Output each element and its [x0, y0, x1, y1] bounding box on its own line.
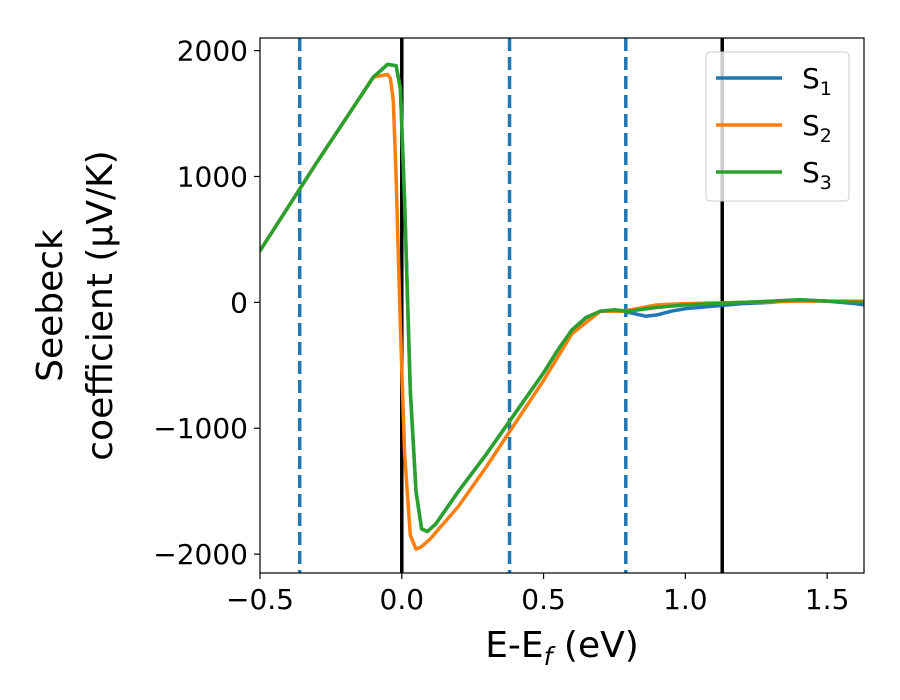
x-tick-label: 1.5 — [805, 583, 850, 616]
x-axis-label-rest: (eV) — [552, 625, 638, 666]
legend-label-s1: S1 — [802, 62, 832, 100]
y-axis-label-line2: coefficient (μV/K) — [80, 150, 121, 460]
x-axis-label-main: E-E — [485, 625, 543, 666]
x-tick-label: 1.0 — [663, 583, 708, 616]
y-tick-label: 1000 — [177, 160, 248, 193]
series-line-s2 — [260, 72, 864, 551]
y-axis-label: Seebeck coefficient (μV/K) — [30, 150, 121, 460]
legend-label-s2: S2 — [802, 109, 832, 147]
plot-frame — [259, 37, 865, 574]
x-axis-label: E-Ef (eV) — [485, 625, 639, 671]
x-axis-ticks: −0.5 0.0 0.5 1.0 1.5 — [226, 573, 849, 616]
x-tick-label: 0.0 — [380, 583, 425, 616]
y-axis-ticks: −2000 −1000 0 1000 2000 — [153, 35, 260, 571]
y-tick-label: 0 — [230, 286, 248, 319]
series-line-s3 — [260, 62, 864, 534]
x-tick-label: −0.5 — [226, 583, 294, 616]
legend: S1 S2 S3 — [705, 51, 850, 202]
y-tick-label: 2000 — [177, 35, 248, 68]
series-lines — [260, 62, 864, 551]
y-axis-label-line1: Seebeck — [30, 229, 71, 382]
x-tick-label: 0.5 — [521, 583, 566, 616]
y-tick-label: −2000 — [153, 538, 248, 571]
y-tick-label: −1000 — [153, 412, 248, 445]
legend-label-s3: S3 — [802, 156, 832, 194]
